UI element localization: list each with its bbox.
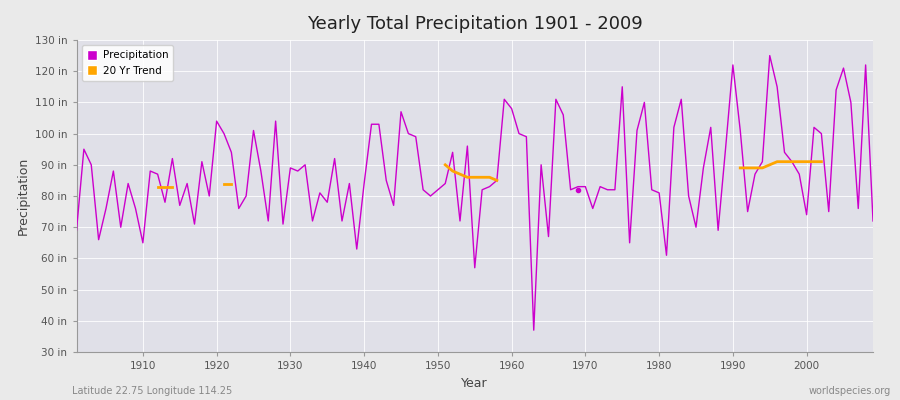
Text: worldspecies.org: worldspecies.org <box>809 386 891 396</box>
X-axis label: Year: Year <box>462 376 488 390</box>
Title: Yearly Total Precipitation 1901 - 2009: Yearly Total Precipitation 1901 - 2009 <box>307 15 643 33</box>
Text: Latitude 22.75 Longitude 114.25: Latitude 22.75 Longitude 114.25 <box>72 386 232 396</box>
Legend: Precipitation, 20 Yr Trend: Precipitation, 20 Yr Trend <box>82 45 174 81</box>
Y-axis label: Precipitation: Precipitation <box>16 157 30 235</box>
